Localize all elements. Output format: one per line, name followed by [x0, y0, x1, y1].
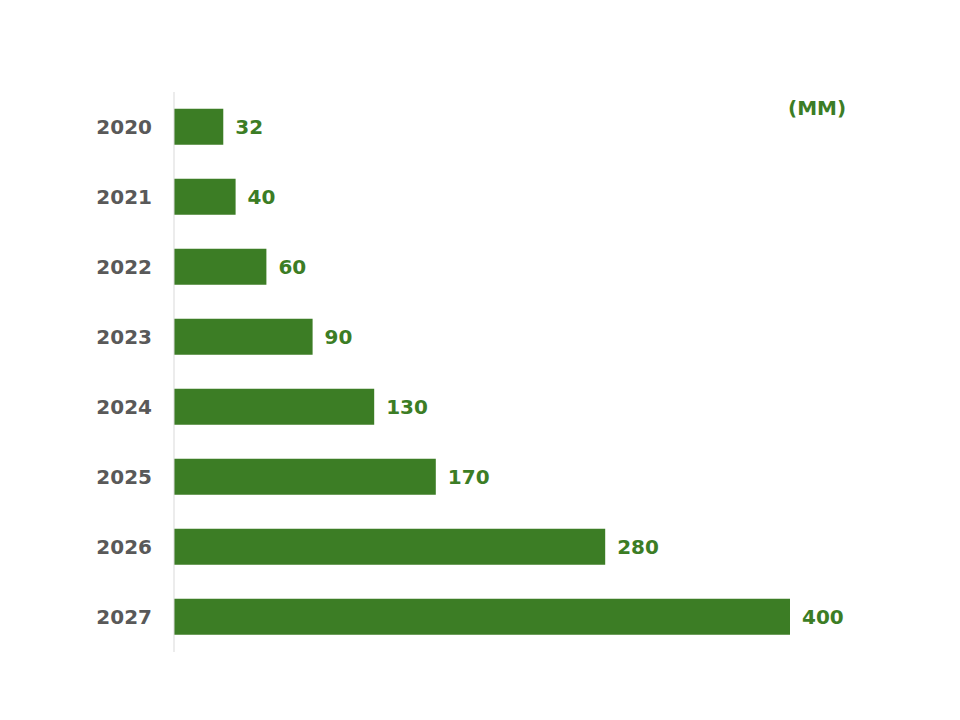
svg-text:170: 170 [448, 465, 490, 489]
svg-text:2024: 2024 [96, 395, 152, 419]
svg-text:2027: 2027 [96, 605, 152, 629]
svg-text:280: 280 [617, 535, 659, 559]
svg-text:2026: 2026 [96, 535, 152, 559]
svg-text:2023: 2023 [96, 325, 152, 349]
html-text:(MM): (MM) [788, 96, 847, 120]
svg-text:2022: 2022 [96, 255, 152, 279]
svg-text:60: 60 [278, 255, 306, 279]
svg-text:32: 32 [235, 115, 263, 139]
svg-text:130: 130 [386, 395, 428, 419]
svg-text:40: 40 [248, 185, 276, 209]
svg-text:2020: 2020 [96, 115, 152, 139]
svg-text:2021: 2021 [96, 185, 152, 209]
svg-text:90: 90 [325, 325, 353, 349]
svg-text:400: 400 [802, 605, 844, 629]
svg-text:2025: 2025 [96, 465, 152, 489]
